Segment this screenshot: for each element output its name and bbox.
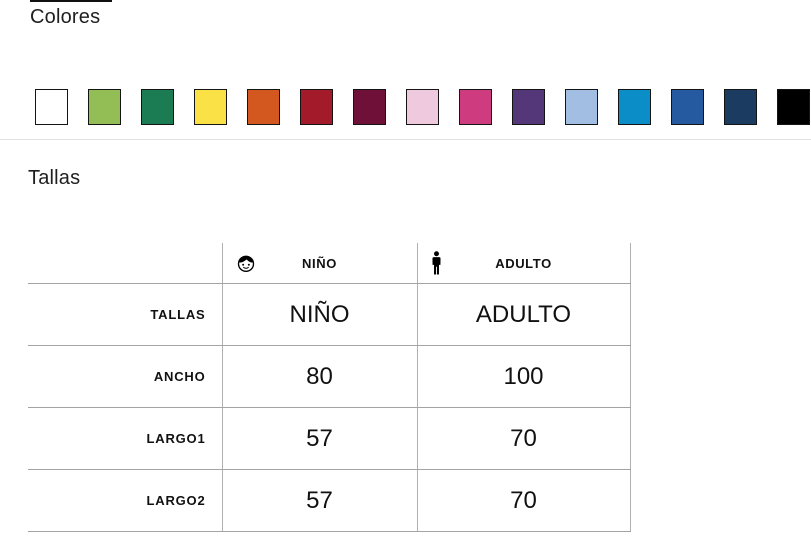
color-swatch-navy[interactable] <box>724 89 757 125</box>
value-adulto: ADULTO <box>416 283 631 346</box>
size-row-largo1: LARGO1 57 70 <box>28 407 631 470</box>
header-label-nino: NIÑO <box>302 255 337 271</box>
adult-icon <box>431 251 442 275</box>
size-row-tallas: TALLAS NIÑO ADULTO <box>28 283 631 346</box>
value-nino: 57 <box>221 469 417 532</box>
color-swatch-orange[interactable] <box>247 89 280 125</box>
size-row-ancho: ANCHO 80 100 <box>28 345 631 408</box>
size-row-largo2: LARGO2 57 70 <box>28 469 631 532</box>
row-label-ancho: ANCHO <box>28 345 222 408</box>
color-swatch-light-pink[interactable] <box>406 89 439 125</box>
color-swatch-blue[interactable] <box>671 89 704 125</box>
color-swatch-fuchsia[interactable] <box>459 89 492 125</box>
value-nino: 57 <box>221 407 417 470</box>
color-swatch-row <box>35 89 810 125</box>
value-nino: NIÑO <box>221 283 417 346</box>
value-nino: 80 <box>221 345 417 408</box>
color-swatch-dark-red[interactable] <box>300 89 333 125</box>
color-swatch-white[interactable] <box>35 89 68 125</box>
child-icon <box>236 253 256 273</box>
sizes-section-title: Tallas <box>28 167 81 189</box>
color-swatch-burgundy[interactable] <box>353 89 386 125</box>
header-label-adulto: ADULTO <box>495 255 552 271</box>
value-adulto: 100 <box>416 345 631 408</box>
color-swatch-yellow[interactable] <box>194 89 227 125</box>
color-swatch-black[interactable] <box>777 89 810 125</box>
color-swatch-sky-blue[interactable] <box>618 89 651 125</box>
value-adulto: 70 <box>416 407 631 470</box>
size-table-header-nino: NIÑO <box>221 243 417 284</box>
color-swatch-purple[interactable] <box>512 89 545 125</box>
color-swatch-light-blue[interactable] <box>565 89 598 125</box>
section-divider <box>0 139 811 140</box>
row-label-largo2: LARGO2 <box>28 469 222 532</box>
cropped-element-top <box>30 0 112 2</box>
row-label-tallas: TALLAS <box>28 283 222 346</box>
size-table: NIÑO ADULTO TALLAS NIÑO <box>28 243 631 532</box>
size-table-header-adulto: ADULTO <box>416 243 631 284</box>
color-swatch-yellow-green[interactable] <box>88 89 121 125</box>
size-table-corner-cell <box>28 243 222 284</box>
size-table-header-row: NIÑO ADULTO <box>28 243 631 284</box>
color-swatch-green[interactable] <box>141 89 174 125</box>
row-label-largo1: LARGO1 <box>28 407 222 470</box>
colors-section-title: Colores <box>30 6 101 28</box>
value-adulto: 70 <box>416 469 631 532</box>
